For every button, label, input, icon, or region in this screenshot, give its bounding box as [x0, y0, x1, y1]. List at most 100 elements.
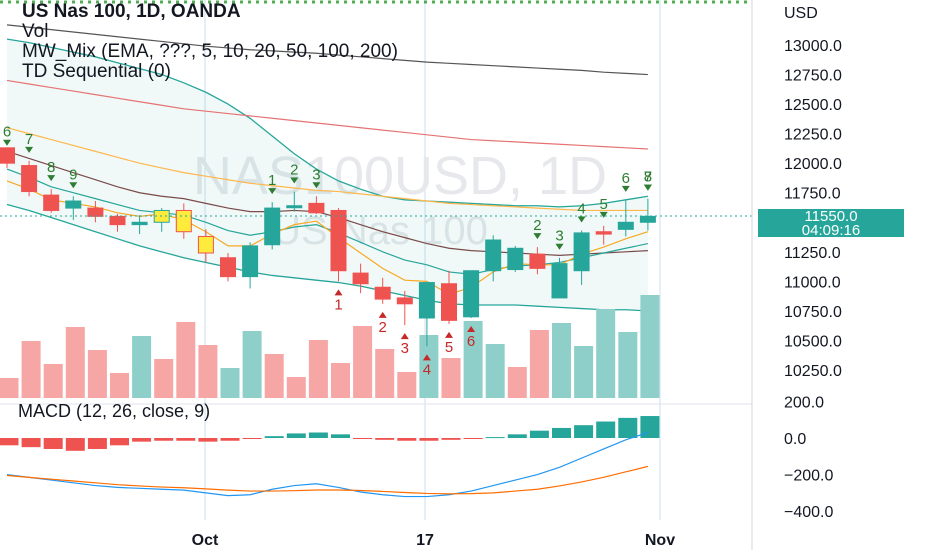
- candle: [264, 202, 281, 250]
- td-arrow-down: [599, 211, 608, 218]
- volume-bar: [397, 372, 417, 398]
- candle-body: [0, 147, 15, 164]
- price-axis[interactable]: USD 13000.0 12750.0 12500.0 12250.0 12000.0 1…: [784, 5, 842, 380]
- ema-200-line: [6, 24, 648, 76]
- bb-upper-line: [6, 38, 649, 208]
- macd-hist-bar: [441, 438, 461, 440]
- price-axis-label: 10250.0: [784, 363, 842, 380]
- macd-axis-label: 200.0: [784, 394, 824, 411]
- bb-lower-line: [6, 203, 648, 312]
- legend-symbol[interactable]: US Nas 100, 1D, OANDA: [22, 1, 241, 22]
- td-arrow-down: [3, 139, 11, 146]
- td-count-label: 8: [47, 159, 55, 176]
- candle-body: [374, 286, 391, 300]
- volume-bar: [0, 378, 19, 398]
- td-count-label: 3: [401, 340, 409, 357]
- volume-bars: [0, 295, 660, 398]
- td-arrow-up: [378, 311, 387, 318]
- volume-bar: [286, 377, 306, 398]
- candle-body: [21, 165, 38, 193]
- td-count-label: 9: [69, 166, 77, 183]
- candle-body: [197, 235, 214, 254]
- candle-body: [65, 200, 82, 209]
- price-axis-label: 10750.0: [784, 304, 842, 321]
- candle-body: [87, 207, 104, 217]
- candle: [639, 198, 656, 231]
- legend-td-sequential[interactable]: TD Sequential (0): [22, 61, 171, 82]
- td-count-label: 5: [445, 339, 453, 356]
- volume-bar: [132, 336, 152, 398]
- macd-hist-bar: [286, 433, 306, 438]
- volume-bar: [242, 331, 262, 398]
- legend-volume[interactable]: Vol: [22, 21, 49, 42]
- candle-body: [418, 282, 435, 319]
- volume-bar: [574, 346, 594, 398]
- price-axis-label: 12500.0: [784, 97, 842, 114]
- volume-bar: [353, 326, 373, 398]
- volume-bar: [507, 367, 527, 398]
- candle-body: [507, 247, 524, 271]
- td-arrow-down: [69, 182, 78, 189]
- candle-body: [43, 194, 60, 211]
- candle-body: [264, 207, 281, 246]
- td-arrow-down: [312, 182, 321, 189]
- td-count-label: 2: [533, 217, 541, 234]
- price-axis-label: 10500.0: [784, 333, 842, 350]
- candle: [197, 229, 214, 263]
- macd-hist-bar: [110, 438, 129, 446]
- td-arrow-up: [467, 326, 476, 332]
- time-axis-label: Nov: [645, 532, 675, 549]
- candlesticks[interactable]: [0, 147, 656, 347]
- last-price-value: 11550.0: [804, 208, 858, 225]
- price-axis-label: 12000.0: [784, 156, 842, 173]
- time-axis-label: Oct: [192, 532, 219, 549]
- time-axis[interactable]: Oct 17 Nov: [192, 532, 676, 549]
- macd-hist-bar: [198, 438, 218, 442]
- volume-bar: [21, 341, 41, 398]
- volume-bar: [596, 309, 616, 398]
- macd-axis[interactable]: 200.0 0.0 −200.0 −400.0: [784, 394, 833, 521]
- volume-bar: [87, 350, 107, 398]
- candle: [595, 225, 612, 245]
- candle-body: [639, 215, 656, 223]
- candle-body: [308, 202, 325, 214]
- volume-bar: [110, 373, 129, 398]
- ema-100-line: [6, 79, 648, 150]
- macd-hist-bar: [132, 438, 152, 442]
- candle-body: [529, 253, 546, 269]
- macd-axis-label: −400.0: [784, 504, 833, 521]
- macd-legend[interactable]: MACD (12, 26, close, 9): [18, 401, 211, 421]
- candle: [21, 160, 38, 197]
- volume-bar: [529, 330, 549, 398]
- macd-hist-bar: [43, 438, 63, 449]
- candle-body: [573, 232, 590, 272]
- candle-body: [352, 272, 369, 285]
- macd-hist-bar: [87, 438, 107, 449]
- candle: [131, 215, 148, 235]
- volume-bar: [65, 327, 85, 398]
- macd-hist-bar: [331, 434, 350, 438]
- volume-bar: [441, 358, 461, 398]
- candle-body: [286, 205, 303, 209]
- td-count-label: 4: [577, 201, 585, 218]
- candle-body: [220, 257, 236, 278]
- candle: [396, 290, 413, 326]
- td-count-label: 6: [3, 124, 11, 141]
- candle: [485, 235, 502, 282]
- td-count-label: 4: [423, 361, 431, 378]
- ema-50-line: [6, 127, 648, 212]
- candle-body: [131, 221, 148, 226]
- macd-hist-bar: [375, 438, 395, 440]
- candle: [109, 214, 126, 232]
- macd-hist-bar: [419, 438, 439, 441]
- macd-hist-bar: [308, 432, 328, 438]
- candle-body: [242, 245, 259, 278]
- legend-mw-mix[interactable]: MW_Mix (EMA, ???, 5, 10, 20, 50, 100, 20…: [22, 41, 398, 62]
- macd-hist-bar: [640, 416, 660, 438]
- macd-hist-bar: [507, 434, 527, 438]
- time-axis-label: 17: [416, 532, 434, 549]
- macd-pane[interactable]: [0, 416, 660, 498]
- td-arrow-down: [533, 233, 542, 240]
